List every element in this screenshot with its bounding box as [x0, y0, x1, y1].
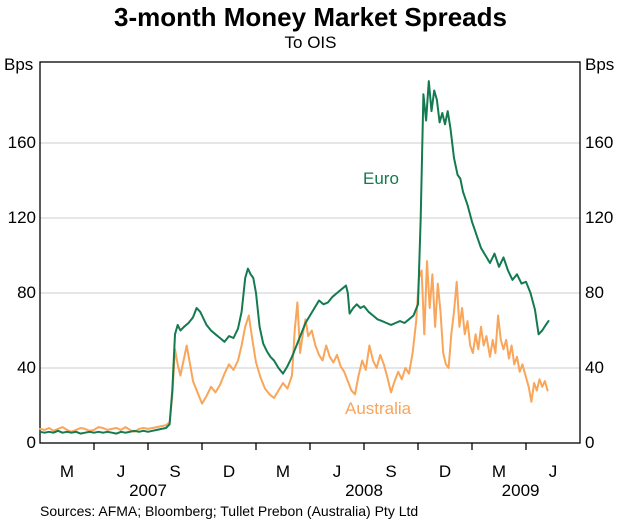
x-month-label: M	[275, 462, 291, 481]
x-month-label: M	[59, 462, 75, 481]
y-tick-label-right: 120	[585, 208, 614, 227]
x-month-label: J	[548, 462, 558, 481]
y-tick-label-left: 160	[7, 133, 36, 152]
series-label-euro: Euro	[363, 169, 399, 188]
y-axis-unit-left: Bps	[4, 55, 34, 74]
y-tick-label-right: 80	[585, 283, 604, 302]
x-month-label: S	[169, 462, 181, 481]
x-month-label: D	[222, 462, 236, 481]
x-month-label: D	[438, 462, 452, 481]
y-tick-label-left: 40	[17, 358, 36, 377]
chart-title: 3-month Money Market Spreads	[114, 2, 507, 32]
series-label-australia: Australia	[345, 399, 412, 418]
sources-note: Sources: AFMA; Bloomberg; Tullet Prebon …	[40, 503, 419, 519]
y-axis-unit-right: Bps	[585, 55, 615, 74]
x-year-label: 2007	[129, 481, 167, 500]
australia-line	[39, 260, 549, 433]
y-tick-label-right: 40	[585, 358, 604, 377]
x-month-label: J	[116, 462, 126, 481]
y-tick-label-left: 80	[17, 283, 36, 302]
plot-frame	[39, 61, 581, 444]
y-tick-label-right: 0	[585, 433, 595, 452]
euro-line	[39, 80, 550, 435]
x-year-label: 2009	[501, 481, 540, 500]
y-tick-label-right: 160	[585, 133, 614, 152]
x-month-label: M	[491, 462, 507, 481]
x-year-label: 2008	[345, 481, 383, 500]
chart-subtitle: To OIS	[284, 33, 337, 52]
x-month-label: S	[385, 462, 397, 481]
x-month-label: J	[332, 462, 342, 481]
y-tick-label-left: 0	[26, 433, 36, 452]
y-tick-label-left: 120	[7, 208, 36, 227]
